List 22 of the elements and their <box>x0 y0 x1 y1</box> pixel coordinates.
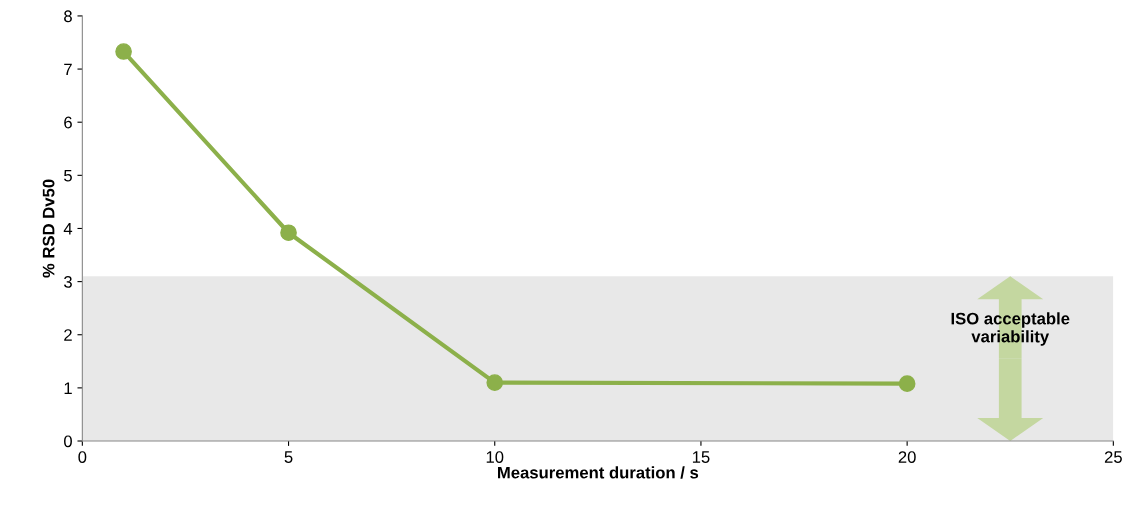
y-tick-label: 2 <box>64 329 72 341</box>
y-tick-label: 0 <box>64 435 72 448</box>
y-tick-label: 5 <box>64 169 72 182</box>
x-tick-label: 10 <box>486 451 504 463</box>
x-tick-label: 5 <box>284 451 293 463</box>
point <box>486 374 504 391</box>
point <box>115 43 132 60</box>
y-tick-label: 7 <box>64 63 72 76</box>
x-tick-label: 15 <box>692 451 710 463</box>
x-tick-label: 25 <box>1104 451 1122 463</box>
y-tick-label: 4 <box>63 223 73 235</box>
band-label: ISO acceptable variability <box>951 312 1070 346</box>
x-axis-title: Measurement duration / s <box>498 466 699 479</box>
y-axis-title: % RSD Dv50 <box>42 179 55 278</box>
y-tick-label: 8 <box>64 10 72 23</box>
x-tick-label: 0 <box>78 451 87 463</box>
y-tick-label: 3 <box>63 276 72 288</box>
point <box>898 375 916 392</box>
point <box>280 224 297 242</box>
y-tick-label: 1 <box>64 382 72 394</box>
y-tick-label: 6 <box>64 116 72 129</box>
x-tick-label: 20 <box>898 451 916 463</box>
